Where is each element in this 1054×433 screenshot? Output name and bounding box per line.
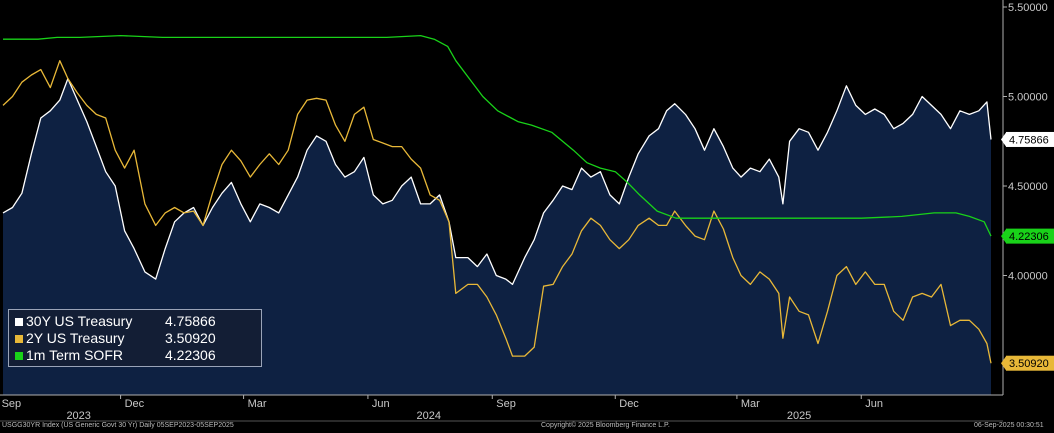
axes-layer: 5.50000 5.00000 4.50000 4.00000 Sep Dec Mar Jun… (0, 0, 1048, 422)
last-value-pointer-2y (1001, 356, 1006, 371)
y-tick-label: 4.00000 (1008, 271, 1048, 283)
x-tick-label: Sep (2, 398, 22, 410)
last-value-labels-layer: 4.75866 3.50920 4.22306 (1001, 131, 1054, 371)
legend-label-30y: 30Y US Treasury (26, 313, 133, 329)
legend-swatch-30y (15, 317, 23, 326)
footer-source: USGG30YR Index (US Generic Govt 30 Yr) D… (2, 422, 234, 429)
x-year-label: 2023 (66, 410, 90, 422)
y-tick-label: 5.00000 (1008, 92, 1048, 104)
legend-item-2y: 2Y US Treasury 3.50920 (15, 330, 255, 347)
y-tick-label: 4.50000 (1008, 181, 1048, 193)
x-tick-label: Mar (248, 398, 267, 410)
legend-value-30y: 4.75866 (165, 313, 216, 329)
x-year-label: 2024 (417, 410, 441, 422)
x-tick-label: Dec (619, 398, 639, 410)
series-lines-layer (2, 34, 992, 364)
legend-value-sofr: 4.22306 (165, 347, 216, 363)
x-tick-label: Mar (741, 398, 760, 410)
last-value-pointer-30y (1001, 132, 1006, 147)
footer-copyright: Copyright© 2025 Bloomberg Finance L.P. (541, 422, 670, 429)
legend-label-sofr: 1m Term SOFR (26, 347, 123, 363)
last-value-pointer-sofr (1001, 229, 1006, 244)
x-tick-label: Jun (865, 398, 883, 410)
x-year-label: 2025 (787, 410, 811, 422)
legend-swatch-sofr (15, 351, 23, 360)
series-sofr-line (3, 34, 992, 237)
legend-swatch-2y (15, 334, 23, 343)
legend-label-2y: 2Y US Treasury (26, 330, 125, 346)
series-30y-line (2, 77, 992, 286)
legend: 30Y US Treasury 4.75866 2Y US Treasury 3… (8, 309, 262, 367)
legend-item-30y: 30Y US Treasury 4.75866 (15, 313, 255, 330)
last-value-label-sofr: 4.22306 (1009, 231, 1049, 243)
legend-item-sofr: 1m Term SOFR 4.22306 (15, 347, 255, 364)
x-tick-label: Sep (496, 398, 516, 410)
y-tick-label: 5.50000 (1008, 2, 1048, 14)
series-2y-line (2, 60, 992, 364)
footer-timestamp: 06-Sep-2025 00:30:51 (974, 422, 1044, 429)
last-value-box-sofr (1006, 228, 1054, 244)
x-tick-label: Jun (372, 398, 390, 410)
last-value-label-2y: 3.50920 (1009, 358, 1049, 370)
last-value-box-30y (1006, 131, 1054, 147)
last-value-box-2y (1006, 355, 1054, 371)
last-value-label-30y: 4.75866 (1009, 134, 1049, 146)
x-tick-label: Dec (125, 398, 145, 410)
legend-value-2y: 3.50920 (165, 330, 216, 346)
